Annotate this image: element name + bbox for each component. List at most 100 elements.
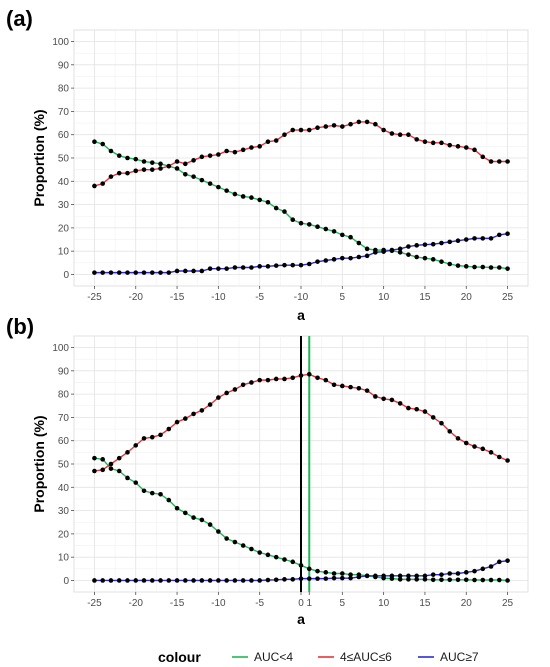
data-point: [158, 491, 163, 497]
panel-label: (b): [6, 314, 34, 339]
data-point: [463, 237, 469, 242]
data-point: [315, 259, 320, 264]
data-point: [331, 123, 337, 128]
data-point: [100, 467, 105, 473]
data-point: [340, 383, 345, 389]
data-point: [364, 573, 370, 579]
data-point: [364, 119, 370, 125]
data-point: [472, 236, 477, 241]
data-point: [199, 154, 205, 160]
data-point: [331, 575, 337, 581]
data-point: [282, 262, 287, 268]
y-tick-label: 100: [52, 343, 69, 354]
data-point: [191, 158, 196, 163]
data-point: [199, 578, 205, 583]
data-point: [191, 268, 196, 274]
data-point: [348, 572, 353, 577]
legend-label: AUC<4: [254, 650, 293, 664]
data-point: [389, 397, 395, 403]
data-point: [447, 571, 453, 576]
legend-label: AUC≥7: [440, 650, 479, 664]
data-point: [174, 159, 180, 164]
data-point: [257, 144, 262, 149]
data-point: [406, 132, 411, 138]
data-point: [240, 578, 246, 583]
data-point: [430, 572, 436, 577]
data-point: [183, 416, 188, 421]
data-point: [174, 505, 180, 511]
data-point: [455, 144, 461, 149]
data-point: [265, 552, 271, 558]
data-point: [191, 515, 196, 520]
data-point: [257, 578, 262, 583]
data-point: [290, 262, 296, 268]
data-point: [323, 570, 329, 575]
data-point: [116, 270, 122, 275]
data-point: [397, 401, 403, 406]
x-tick-label: -10: [211, 292, 226, 303]
data-point: [348, 121, 353, 127]
data-point: [92, 468, 97, 474]
x-tick-label: -15: [170, 598, 185, 609]
data-point: [133, 578, 139, 583]
data-point: [199, 177, 205, 183]
data-point: [356, 240, 362, 246]
data-point: [125, 475, 130, 481]
data-point: [141, 578, 147, 583]
data-point: [463, 577, 469, 583]
data-point: [92, 578, 97, 583]
data-point: [92, 183, 97, 189]
data-point: [406, 405, 411, 411]
data-point: [397, 132, 403, 138]
data-point: [224, 188, 229, 193]
data-point: [224, 578, 229, 583]
data-point: [381, 573, 386, 579]
data-point: [141, 488, 147, 494]
data-point: [505, 558, 510, 563]
data-point: [133, 156, 139, 162]
data-point: [141, 159, 147, 164]
data-point: [455, 571, 461, 576]
data-point: [340, 124, 345, 129]
data-point: [166, 270, 172, 275]
data-point: [207, 181, 213, 186]
data-point: [397, 573, 403, 579]
data-point: [373, 121, 378, 127]
data-point: [158, 578, 163, 583]
data-point: [430, 415, 436, 420]
data-point: [290, 127, 296, 133]
data-point: [497, 454, 502, 460]
data-point: [373, 394, 378, 399]
data-point: [315, 375, 320, 381]
x-tick-label: 5: [340, 292, 346, 303]
data-point: [141, 167, 147, 172]
data-point: [306, 261, 312, 267]
data-point: [356, 119, 362, 125]
data-point: [414, 137, 419, 142]
data-point: [249, 265, 254, 270]
data-point: [133, 443, 139, 448]
data-point: [463, 440, 469, 446]
data-point: [488, 265, 494, 270]
data-point: [430, 140, 436, 146]
data-point: [116, 455, 122, 461]
data-point: [472, 577, 477, 583]
data-point: [116, 153, 122, 158]
data-point: [232, 191, 238, 197]
data-point: [323, 377, 329, 383]
y-tick-label: 30: [58, 200, 70, 211]
data-point: [306, 222, 312, 227]
y-tick-label: 50: [58, 460, 70, 471]
data-point: [422, 573, 428, 579]
data-point: [414, 254, 419, 260]
data-point: [216, 578, 221, 583]
data-point: [447, 577, 453, 583]
data-point: [257, 197, 262, 203]
data-point: [240, 382, 246, 388]
data-point: [133, 270, 139, 275]
data-point: [232, 387, 238, 392]
data-point: [174, 268, 180, 274]
data-point: [257, 264, 262, 269]
data-point: [439, 572, 444, 577]
x-tick-label: 20: [461, 598, 473, 609]
